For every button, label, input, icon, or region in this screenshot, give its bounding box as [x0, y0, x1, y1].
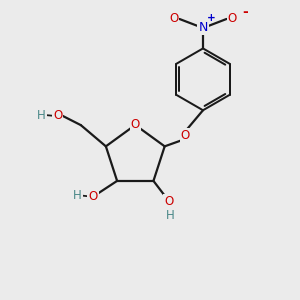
Text: +: +	[207, 14, 216, 23]
Text: O: O	[181, 129, 190, 142]
Text: -: -	[242, 5, 248, 20]
Text: O: O	[88, 190, 98, 203]
Text: H: H	[166, 209, 175, 222]
Text: O: O	[169, 13, 178, 26]
Text: O: O	[164, 195, 173, 208]
Text: O: O	[53, 109, 62, 122]
Text: H: H	[37, 109, 46, 122]
Text: O: O	[131, 118, 140, 131]
Text: H: H	[73, 189, 82, 202]
Text: N: N	[198, 21, 208, 34]
Text: O: O	[228, 13, 237, 26]
